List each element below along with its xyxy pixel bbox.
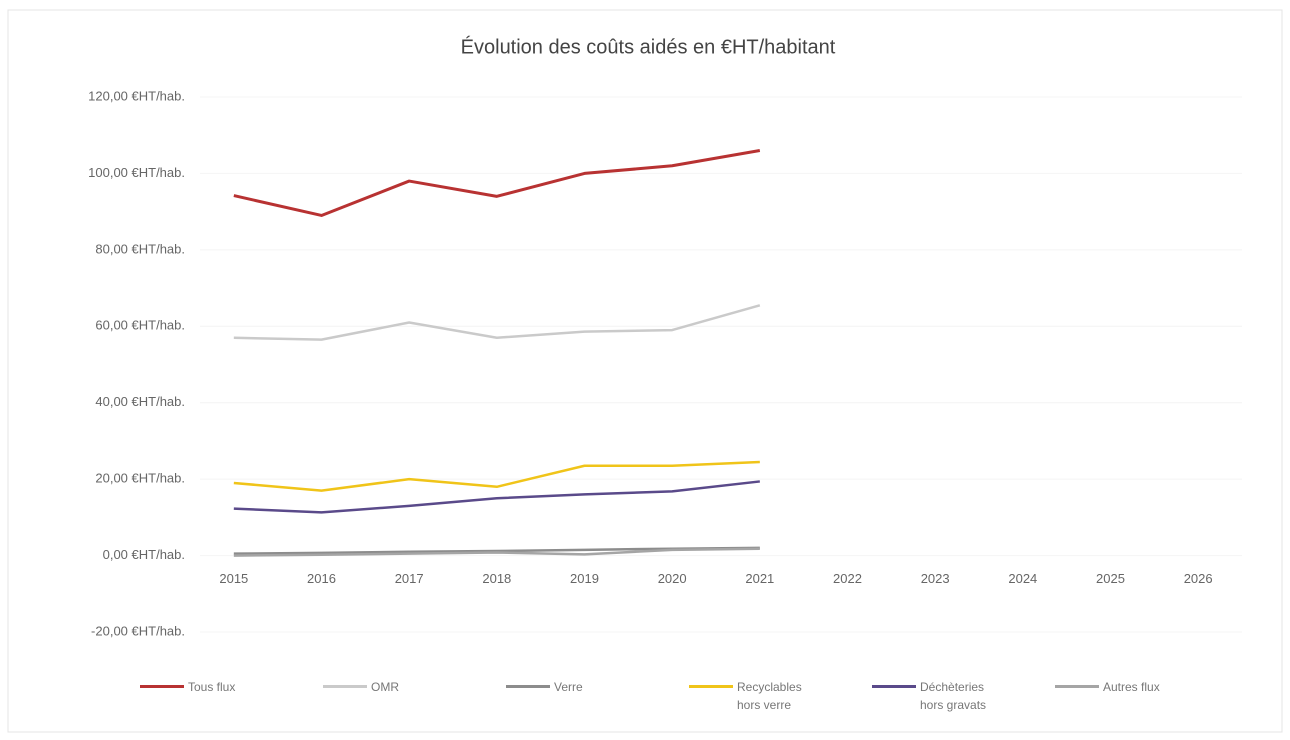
legend-swatch: [140, 685, 184, 688]
chart-title: Évolution des coûts aidés en €HT/habitan…: [461, 35, 836, 58]
y-tick-label: 40,00 €HT/hab.: [95, 394, 185, 409]
y-tick-label: 80,00 €HT/hab.: [95, 241, 185, 256]
chart-frame: [7, 9, 1283, 733]
y-tick-label: 60,00 €HT/hab.: [95, 318, 185, 333]
legend-swatch: [506, 685, 550, 688]
x-tick-label: 2021: [745, 571, 774, 586]
legend-label: Recyclables hors verre: [737, 680, 802, 712]
legend-item: Tous flux: [140, 678, 323, 714]
y-tick-label: 0,00 €HT/hab.: [103, 547, 185, 562]
legend: Tous flux OMR Verre Recyclables hors verre D…: [140, 678, 1240, 714]
legend-label: Autres flux: [1103, 680, 1160, 694]
legend-swatch: [872, 685, 916, 688]
legend-item: Recyclables hors verre: [689, 678, 872, 714]
x-tick-label: 2015: [219, 571, 248, 586]
y-tick-label: 20,00 €HT/hab.: [95, 471, 185, 486]
y-tick-label: 120,00 €HT/hab.: [88, 88, 185, 103]
series-line: [233, 149, 761, 217]
series-line: [233, 480, 760, 514]
legend-label: Tous flux: [188, 680, 236, 694]
legend-swatch: [689, 685, 733, 688]
series-line: [233, 460, 760, 492]
legend-label: OMR: [371, 680, 399, 694]
series-line: [233, 304, 761, 341]
legend-label: Verre: [554, 680, 583, 694]
x-tick-label: 2017: [395, 571, 424, 586]
x-tick-label: 2024: [1008, 571, 1037, 586]
x-tick-label: 2020: [658, 571, 687, 586]
series-line: [233, 547, 760, 557]
x-tick-label: 2023: [921, 571, 950, 586]
legend-swatch: [323, 685, 367, 688]
legend-swatch: [1055, 685, 1099, 688]
y-tick-label: -20,00 €HT/hab.: [91, 623, 185, 638]
legend-label: Déchèteries hors gravats: [920, 680, 987, 712]
legend-item: Verre: [506, 678, 689, 714]
legend-item: Autres flux: [1055, 678, 1238, 714]
legend-item: OMR: [323, 678, 506, 714]
x-tick-label: 2016: [307, 571, 336, 586]
legend-item: Déchèteries hors gravats: [872, 678, 1055, 714]
x-tick-label: 2026: [1184, 571, 1213, 586]
x-tick-label: 2022: [833, 571, 862, 586]
x-tick-label: 2025: [1096, 571, 1125, 586]
y-tick-label: 100,00 €HT/hab.: [88, 165, 185, 180]
x-tick-label: 2019: [570, 571, 599, 586]
x-tick-label: 2018: [482, 571, 511, 586]
